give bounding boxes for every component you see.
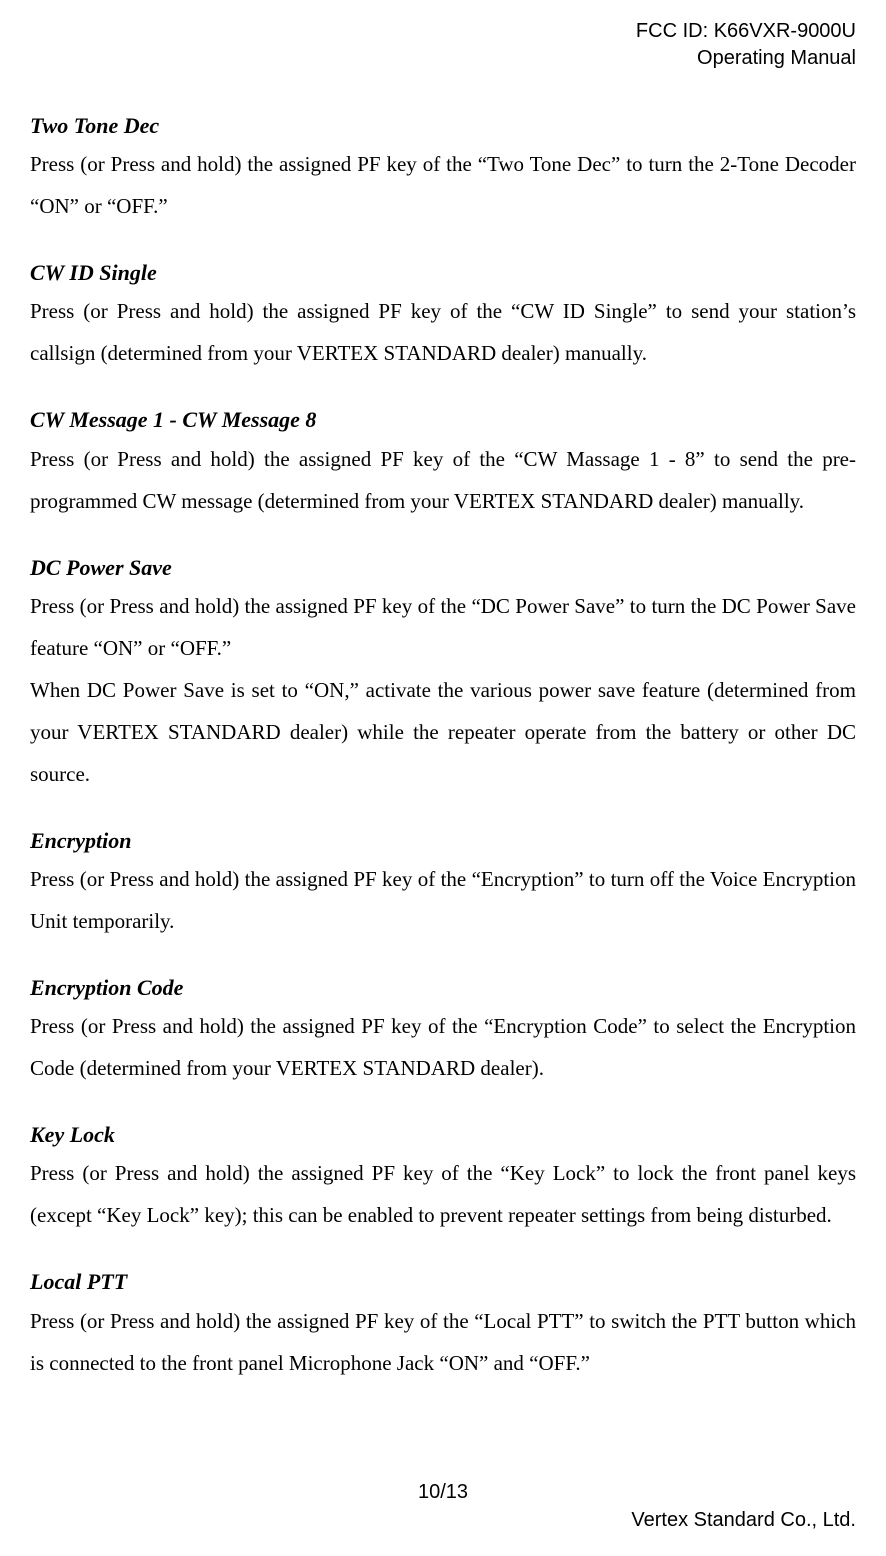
section-body: Press (or Press and hold) the assigned P… [30, 290, 856, 374]
section-title: Encryption [30, 823, 856, 858]
page: FCC ID: K66VXR-9000U Operating Manual Tw… [0, 0, 886, 1556]
page-header: FCC ID: K66VXR-9000U Operating Manual [30, 18, 856, 72]
footer-company: Vertex Standard Co., Ltd. [631, 1500, 856, 1540]
section-cw-id-single: CW ID Single Press (or Press and hold) t… [30, 255, 856, 374]
section-key-lock: Key Lock Press (or Press and hold) the a… [30, 1117, 856, 1236]
section-local-ptt: Local PTT Press (or Press and hold) the … [30, 1264, 856, 1383]
section-body: Press (or Press and hold) the assigned P… [30, 585, 856, 795]
section-body: Press (or Press and hold) the assigned P… [30, 1005, 856, 1089]
section-body: Press (or Press and hold) the assigned P… [30, 858, 856, 942]
section-body: Press (or Press and hold) the assigned P… [30, 1300, 856, 1384]
section-title: DC Power Save [30, 550, 856, 585]
section-title: Two Tone Dec [30, 108, 856, 143]
section-two-tone-dec: Two Tone Dec Press (or Press and hold) t… [30, 108, 856, 227]
header-doc-title: Operating Manual [30, 45, 856, 72]
section-dc-power-save: DC Power Save Press (or Press and hold) … [30, 550, 856, 795]
section-encryption: Encryption Press (or Press and hold) the… [30, 823, 856, 942]
section-title: Encryption Code [30, 970, 856, 1005]
section-title: Local PTT [30, 1264, 856, 1299]
section-encryption-code: Encryption Code Press (or Press and hold… [30, 970, 856, 1089]
header-fcc-id: FCC ID: K66VXR-9000U [30, 18, 856, 45]
section-body: Press (or Press and hold) the assigned P… [30, 1152, 856, 1236]
section-body: Press (or Press and hold) the assigned P… [30, 143, 856, 227]
section-body: Press (or Press and hold) the assigned P… [30, 438, 856, 522]
section-cw-message: CW Message 1 - CW Message 8 Press (or Pr… [30, 402, 856, 521]
section-title: Key Lock [30, 1117, 856, 1152]
section-title: CW Message 1 - CW Message 8 [30, 402, 856, 437]
section-title: CW ID Single [30, 255, 856, 290]
